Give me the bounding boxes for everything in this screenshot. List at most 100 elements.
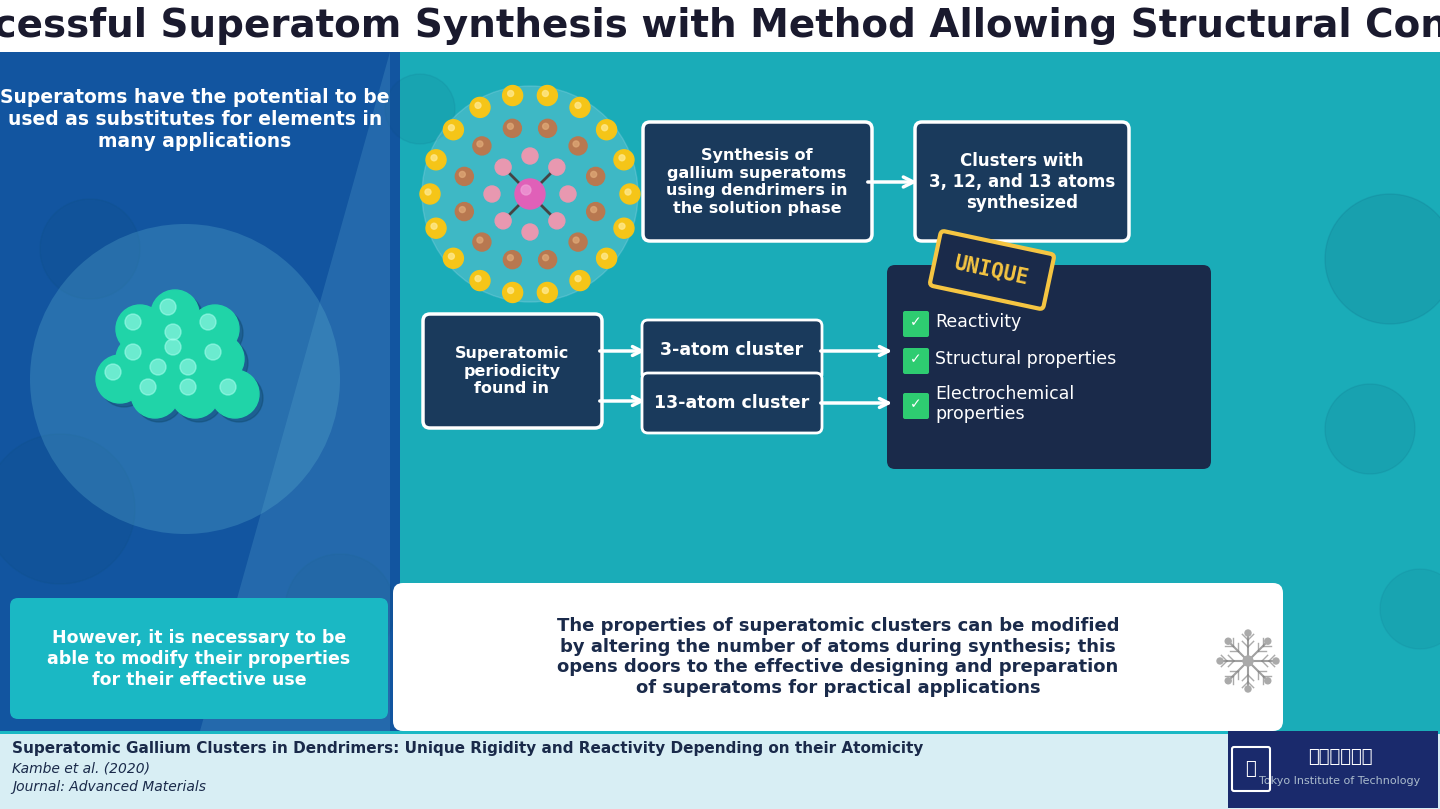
Circle shape	[1264, 638, 1270, 644]
Circle shape	[573, 237, 579, 243]
Circle shape	[131, 370, 179, 418]
Text: Clusters with
3, 12, and 13 atoms
synthesized: Clusters with 3, 12, and 13 atoms synthe…	[929, 152, 1115, 212]
Circle shape	[120, 309, 168, 357]
Circle shape	[472, 137, 491, 155]
Circle shape	[444, 120, 464, 140]
Circle shape	[448, 253, 455, 259]
Circle shape	[477, 141, 482, 147]
Circle shape	[1325, 384, 1416, 474]
Circle shape	[549, 213, 564, 229]
Text: ✓: ✓	[910, 397, 922, 411]
Circle shape	[448, 125, 455, 131]
Circle shape	[204, 344, 220, 360]
Circle shape	[625, 189, 631, 195]
Text: Journal: Advanced Materials: Journal: Advanced Materials	[12, 780, 206, 794]
Circle shape	[621, 184, 639, 204]
Circle shape	[459, 206, 465, 213]
FancyBboxPatch shape	[903, 348, 929, 374]
Polygon shape	[200, 52, 390, 731]
Circle shape	[508, 287, 514, 294]
Circle shape	[180, 379, 196, 395]
Circle shape	[521, 224, 539, 240]
Circle shape	[516, 179, 544, 209]
Circle shape	[508, 91, 514, 96]
Bar	[0, 52, 1440, 731]
Circle shape	[0, 434, 135, 584]
Circle shape	[96, 355, 144, 403]
Circle shape	[484, 186, 500, 202]
Text: The properties of superatomic clusters can be modified
by altering the number of: The properties of superatomic clusters c…	[557, 616, 1119, 697]
Circle shape	[543, 255, 549, 260]
Circle shape	[459, 172, 465, 177]
Circle shape	[285, 554, 395, 664]
Circle shape	[425, 189, 431, 195]
Circle shape	[543, 287, 549, 294]
Circle shape	[125, 314, 141, 330]
Circle shape	[156, 294, 203, 342]
Circle shape	[455, 167, 474, 185]
FancyBboxPatch shape	[642, 320, 822, 380]
Circle shape	[1246, 630, 1251, 636]
Circle shape	[586, 167, 605, 185]
Circle shape	[384, 74, 455, 144]
Circle shape	[521, 148, 539, 164]
Circle shape	[426, 218, 446, 238]
FancyBboxPatch shape	[423, 314, 602, 428]
Circle shape	[140, 379, 156, 395]
Circle shape	[549, 159, 564, 175]
Circle shape	[151, 290, 199, 338]
FancyBboxPatch shape	[887, 265, 1211, 469]
Text: Superatomic Gallium Clusters in Dendrimers: Unique Rigidity and Reactivity Depen: Superatomic Gallium Clusters in Dendrime…	[12, 742, 923, 756]
Circle shape	[521, 185, 531, 195]
Circle shape	[1325, 194, 1440, 324]
Text: Kambe et al. (2020): Kambe et al. (2020)	[12, 762, 150, 776]
FancyBboxPatch shape	[903, 393, 929, 419]
Circle shape	[543, 91, 549, 96]
Circle shape	[560, 186, 576, 202]
FancyBboxPatch shape	[642, 373, 822, 433]
Text: 3-atom cluster: 3-atom cluster	[661, 341, 804, 359]
FancyBboxPatch shape	[10, 598, 387, 719]
Circle shape	[569, 137, 588, 155]
Circle shape	[1225, 638, 1231, 644]
Circle shape	[422, 86, 638, 302]
Circle shape	[590, 206, 596, 213]
Circle shape	[171, 370, 219, 418]
Text: ⛩: ⛩	[1246, 760, 1256, 778]
Text: ✓: ✓	[910, 315, 922, 329]
Circle shape	[431, 223, 436, 229]
Circle shape	[166, 324, 181, 340]
Circle shape	[135, 374, 183, 422]
Circle shape	[613, 150, 634, 170]
Circle shape	[507, 255, 514, 260]
Text: Synthesis of
gallium superatoms
using dendrimers in
the solution phase: Synthesis of gallium superatoms using de…	[667, 148, 848, 216]
Bar	[0, 0, 1440, 52]
Circle shape	[420, 184, 441, 204]
Circle shape	[503, 86, 523, 105]
FancyBboxPatch shape	[930, 231, 1054, 309]
Text: Superatomic
periodicity
found in: Superatomic periodicity found in	[455, 346, 569, 396]
Circle shape	[455, 202, 474, 221]
Ellipse shape	[30, 224, 340, 534]
Text: Tokyo Institute of Technology: Tokyo Institute of Technology	[1260, 776, 1421, 786]
Circle shape	[619, 223, 625, 229]
Circle shape	[1217, 658, 1223, 664]
Circle shape	[200, 339, 248, 387]
Circle shape	[504, 119, 521, 138]
Text: Reactivity: Reactivity	[935, 313, 1021, 331]
Circle shape	[156, 315, 204, 363]
Circle shape	[543, 123, 549, 129]
Text: Superatoms have the potential to be
used as substitutes for elements in
many app: Superatoms have the potential to be used…	[0, 87, 390, 150]
Circle shape	[596, 120, 616, 140]
Circle shape	[117, 305, 164, 353]
Bar	[1228, 731, 1439, 808]
Circle shape	[469, 270, 490, 290]
Circle shape	[537, 86, 557, 105]
Text: ✓: ✓	[910, 352, 922, 366]
Circle shape	[1264, 678, 1270, 684]
Text: However, it is necessary to be
able to modify their properties
for their effecti: However, it is necessary to be able to m…	[48, 629, 350, 688]
Circle shape	[495, 213, 511, 229]
Circle shape	[176, 354, 223, 402]
Circle shape	[539, 251, 557, 269]
Circle shape	[570, 97, 590, 117]
